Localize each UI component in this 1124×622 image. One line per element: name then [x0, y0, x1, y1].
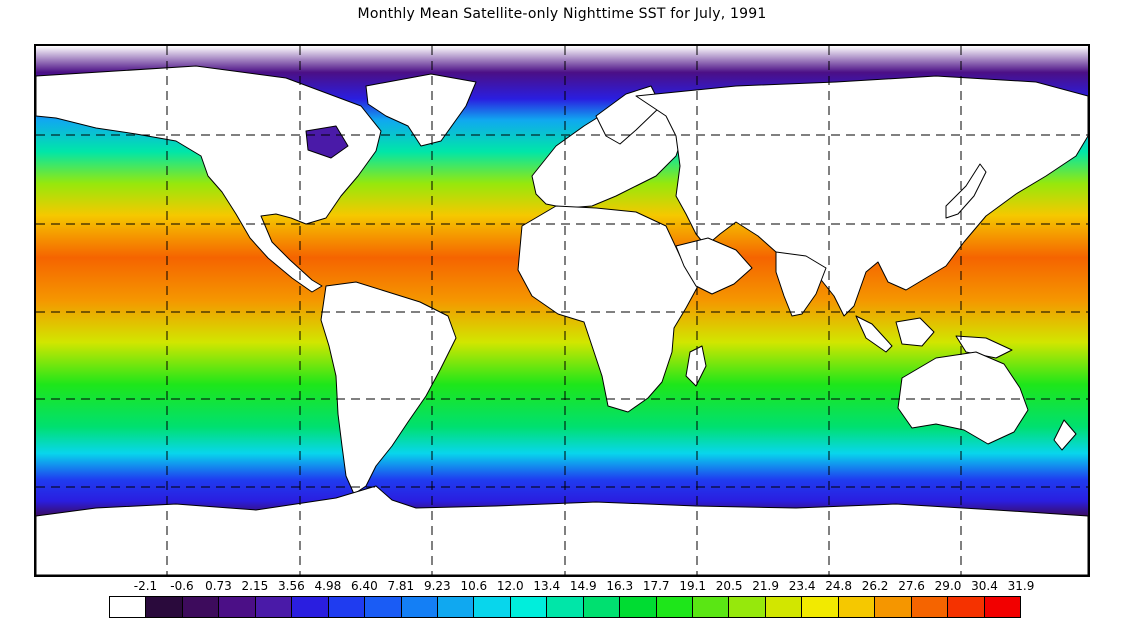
colorbar-tick-label: 31.9: [1007, 579, 1035, 593]
colorbar-tick-label: 7.81: [387, 579, 415, 593]
colorbar-tick-label: 13.4: [533, 579, 561, 593]
colorbar-swatch: [365, 597, 402, 617]
colorbar-swatch: [328, 597, 366, 617]
colorbar-swatch: [401, 597, 438, 617]
colorbar-tick-label: 27.6: [898, 579, 925, 593]
colorbar-tick-label: 6.40: [351, 579, 378, 593]
colorbar-swatch: [693, 597, 730, 617]
colorbar-tick-label: -0.6: [170, 579, 194, 593]
colorbar-swatch: [292, 597, 329, 617]
colorbar-tick-label: 10.6: [460, 579, 488, 593]
colorbar-swatch: [656, 597, 693, 617]
colorbar-swatch: [729, 597, 766, 617]
colorbar-swatch: [547, 597, 584, 617]
colorbar-swatch: [255, 597, 293, 617]
colorbar-tick-label: 12.0: [496, 579, 524, 593]
land-arabia: [675, 237, 753, 295]
land-new-zealand: [1053, 419, 1077, 451]
colorbar-swatch: [948, 597, 985, 617]
colorbar: [109, 596, 1021, 618]
colorbar-tick-label: 0.73: [205, 579, 232, 593]
land-borneo: [895, 317, 935, 347]
colorbar-swatch: [875, 597, 912, 617]
colorbar-swatch: [838, 597, 876, 617]
sst-map-svg: [36, 46, 1088, 575]
colorbar-tick-label: 26.2: [861, 579, 889, 593]
colorbar-tick-label: 29.0: [934, 579, 962, 593]
colorbar-swatch: [911, 597, 949, 617]
colorbar-labels: -2.1 -0.6 0.73 2.15 3.56 4.98 6.40 7.81 9.23 10.6…: [0, 579, 1124, 593]
colorbar-tick-label: 30.4: [971, 579, 998, 593]
colorbar-swatch: [583, 597, 621, 617]
colorbar-swatch: [620, 597, 657, 617]
colorbar-swatch: [110, 597, 147, 617]
land-greenland: [365, 73, 477, 147]
colorbar-tick-label: 4.98: [314, 579, 342, 593]
colorbar-tick-label: 16.3: [606, 579, 634, 593]
colorbar-tick-label: 24.8: [825, 579, 852, 593]
land-india: [775, 251, 827, 317]
colorbar-tick-label: 9.23: [423, 579, 451, 593]
land-africa: [517, 205, 699, 413]
colorbar-swatch: [802, 597, 839, 617]
land-asia: [635, 75, 1088, 317]
colorbar-tick-label: 21.9: [752, 579, 779, 593]
colorbar-tick-label: 23.4: [788, 579, 816, 593]
colorbar-swatch: [510, 597, 548, 617]
colorbar-tick-label: 14.9: [569, 579, 597, 593]
gridlines: [36, 46, 1088, 575]
landmasses: [36, 65, 1088, 575]
colorbar-tick-label: 2.15: [241, 579, 269, 593]
colorbar-swatch: [765, 597, 803, 617]
sst-map: [34, 44, 1090, 577]
colorbar-tick-label: 19.1: [679, 579, 707, 593]
colorbar-swatch: [437, 597, 475, 617]
colorbar-swatch: [984, 597, 1020, 617]
colorbar-tick-label: -2.1: [133, 579, 158, 593]
land-sumatra: [855, 315, 893, 353]
land-north-america: [36, 65, 382, 293]
colorbar-swatch: [146, 597, 183, 617]
land-hudson-bay: [305, 125, 349, 159]
land-australia: [897, 351, 1029, 445]
map-title: Monthly Mean Satellite-only Nighttime SS…: [357, 6, 767, 22]
colorbar-swatch: [219, 597, 256, 617]
colorbar-tick-label: 20.5: [715, 579, 743, 593]
land-south-america: [320, 281, 457, 495]
colorbar-tick-label: 17.7: [642, 579, 670, 593]
colorbar-swatch: [474, 597, 511, 617]
land-madagascar: [685, 345, 707, 387]
land-japan: [945, 163, 987, 219]
land-antarctica: [36, 485, 1088, 575]
colorbar-swatch: [182, 597, 220, 617]
colorbar-tick-label: 3.56: [278, 579, 305, 593]
